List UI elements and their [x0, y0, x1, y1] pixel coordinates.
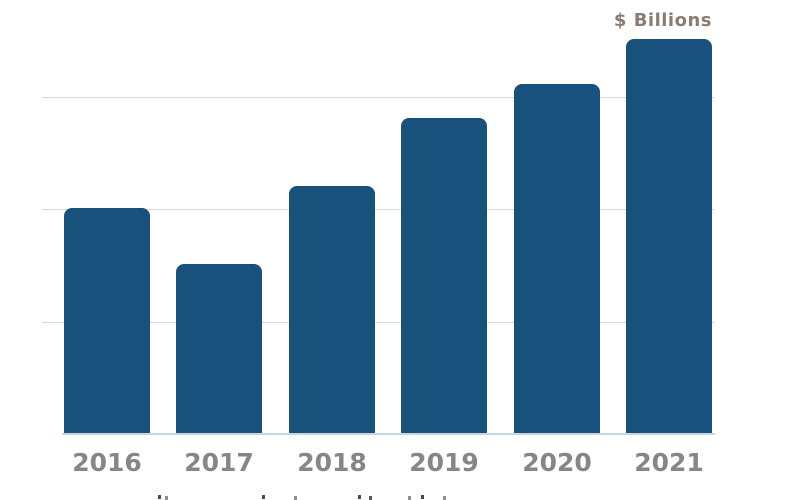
gridline: [42, 209, 714, 210]
gridline: [42, 96, 714, 98]
bar-2018: [289, 185, 375, 433]
bar-2016: [64, 208, 150, 433]
x-axis-line: [62, 433, 715, 435]
bar-2020: [514, 84, 600, 433]
bar-2021: [626, 39, 712, 433]
x-axis-label-2021: 2021: [634, 448, 704, 477]
x-axis-label-2019: 2019: [409, 448, 479, 477]
x-axis-label-2017: 2017: [184, 448, 254, 477]
bar-2017: [176, 264, 262, 433]
x-axis-label-2018: 2018: [297, 448, 367, 477]
clipped-caption-fragments: [158, 495, 161, 499]
gridline: [42, 321, 714, 323]
unit-axis-label: $ Billions: [613, 10, 712, 31]
x-axis-label-2016: 2016: [72, 448, 142, 477]
x-axis-label-2020: 2020: [522, 448, 592, 477]
bar-2019: [401, 118, 487, 433]
